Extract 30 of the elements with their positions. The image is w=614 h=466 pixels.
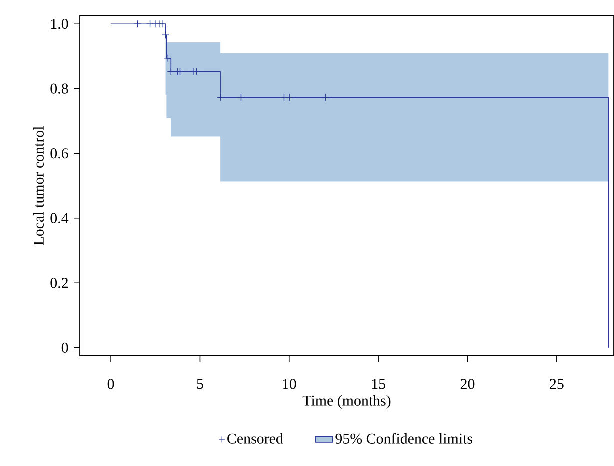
point bbox=[217, 94, 225, 102]
y-axis-title: Local tumor control bbox=[33, 126, 44, 246]
x-tick-label: 5 bbox=[197, 379, 204, 390]
point bbox=[176, 68, 184, 76]
y-tick-label: 0 bbox=[62, 342, 68, 353]
point bbox=[162, 31, 170, 39]
y-tick-label: 0.2 bbox=[50, 278, 68, 288]
x-tick-label: 10 bbox=[283, 379, 296, 390]
point bbox=[167, 68, 175, 76]
point bbox=[146, 20, 154, 28]
point bbox=[286, 94, 294, 102]
legend-label: 95% Confidence limits bbox=[336, 433, 472, 444]
point bbox=[134, 20, 142, 28]
point bbox=[158, 20, 166, 28]
x-tick-label: 20 bbox=[460, 379, 475, 390]
y-tick-label: 1.0 bbox=[51, 19, 68, 30]
point bbox=[164, 54, 172, 62]
x-tick-label: 25 bbox=[550, 379, 564, 390]
point bbox=[322, 94, 330, 102]
x-tick-label: 0 bbox=[108, 379, 114, 390]
y-tick-label: 0.8 bbox=[50, 84, 68, 94]
point bbox=[237, 94, 246, 102]
point bbox=[152, 20, 160, 28]
point bbox=[280, 94, 288, 102]
y-tick-label: 0.6 bbox=[50, 148, 68, 159]
x-tick-label: 15 bbox=[372, 379, 386, 390]
point bbox=[192, 68, 201, 76]
y-tick-label: 0.4 bbox=[50, 213, 69, 224]
legend-label: Censored bbox=[228, 433, 284, 444]
x-axis-title: Time (months) bbox=[302, 395, 391, 409]
